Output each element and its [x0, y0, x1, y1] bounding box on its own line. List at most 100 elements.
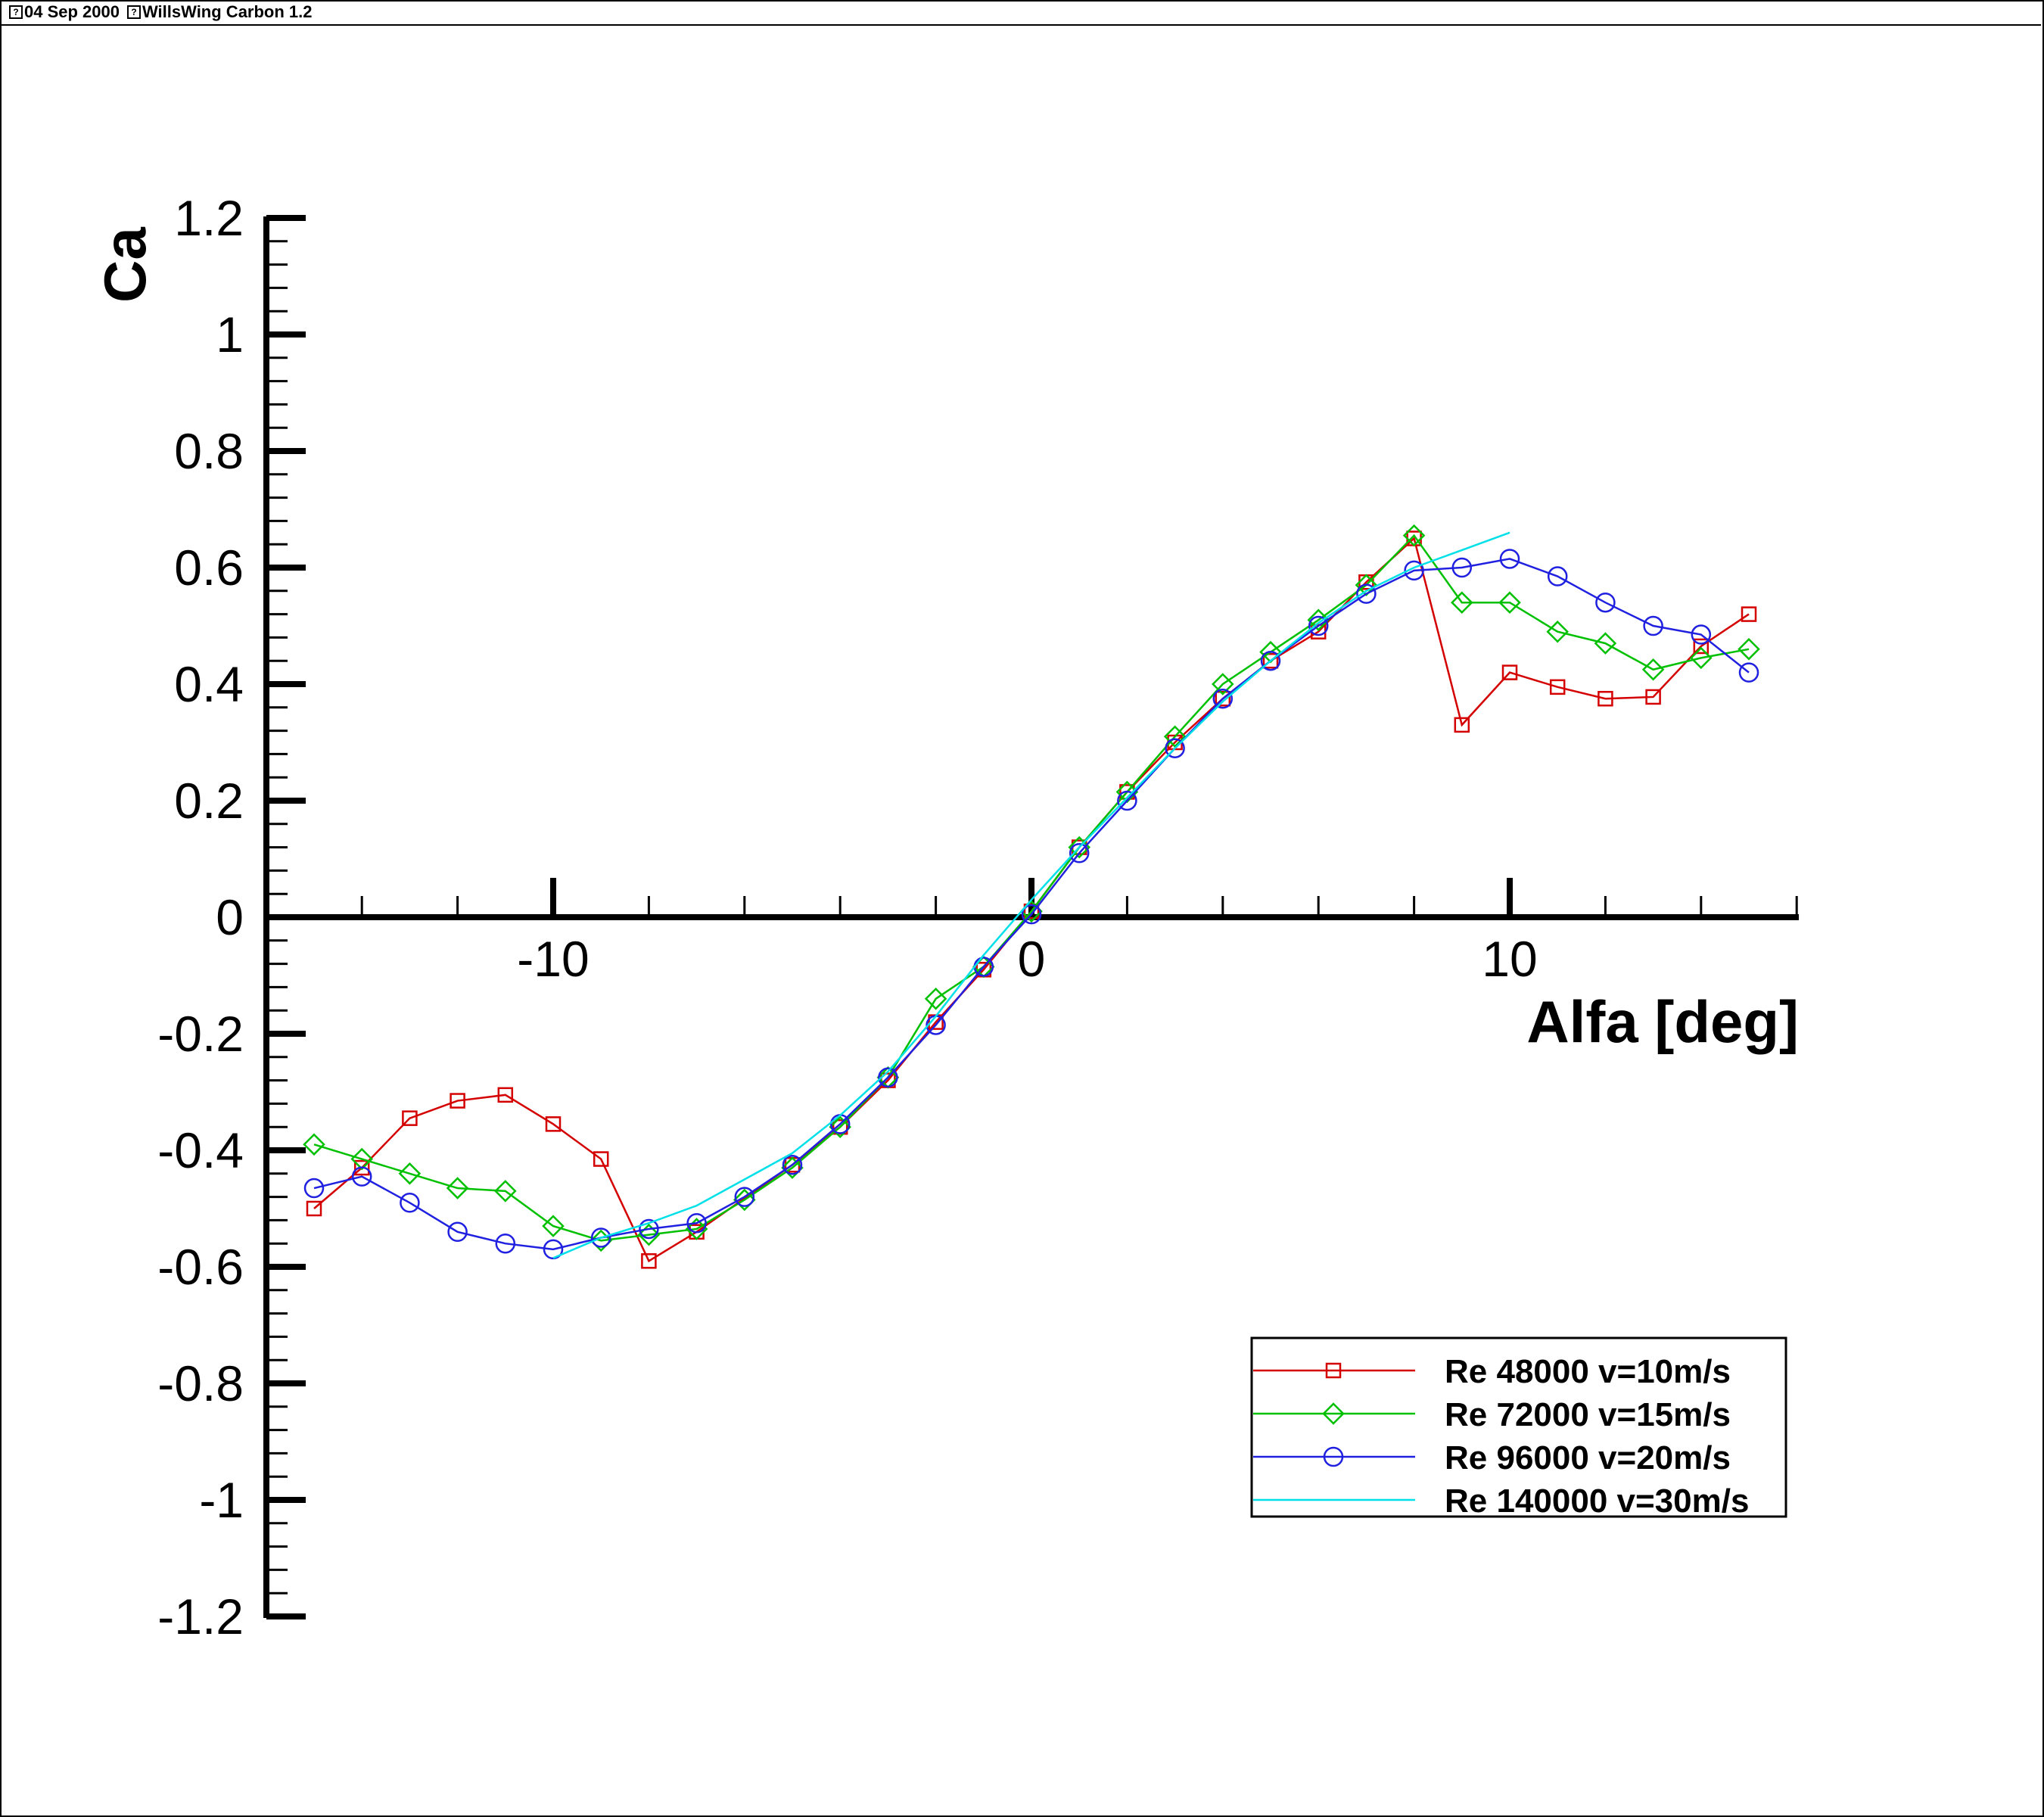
- data-point: [782, 1155, 803, 1175]
- header-date: 04 Sep 2000: [24, 2, 120, 21]
- data-point: [1501, 664, 1518, 680]
- data-point: [1021, 904, 1042, 925]
- data-point: [350, 1147, 373, 1171]
- data-point: [686, 1213, 707, 1234]
- y-tick-label: 0: [216, 889, 244, 945]
- unknown-glyph-icon: ?: [9, 5, 23, 19]
- y-tick-label: 0.2: [174, 773, 244, 829]
- y-tick-label: 1: [216, 306, 244, 362]
- data-point: [1402, 524, 1426, 547]
- legend: Re 48000 v=10m/s Re 72000 v=15m/s Re 96000…: [1250, 1336, 1787, 1520]
- data-point: [351, 1166, 372, 1187]
- data-point: [1215, 691, 1231, 707]
- data-point: [1691, 624, 1712, 645]
- x-tick-label: 10: [1482, 931, 1537, 987]
- data-point: [353, 1159, 370, 1176]
- data-point: [306, 1200, 322, 1217]
- y-tick-label: -1: [199, 1472, 244, 1528]
- y-tick-label: -0.8: [157, 1355, 244, 1411]
- series-line: [552, 531, 1510, 1259]
- y-tick-label: 0.8: [174, 423, 244, 479]
- y-tick-label: 0.6: [174, 540, 244, 596]
- data-point: [1356, 583, 1377, 604]
- header-title-item: ? WillsWing Carbon 1.2: [126, 2, 313, 22]
- data-point: [1595, 592, 1616, 613]
- data-point: [1165, 738, 1185, 758]
- legend-marker: [1322, 1402, 1345, 1425]
- data-point: [543, 1239, 564, 1260]
- data-point: [1404, 560, 1424, 581]
- data-point: [685, 1218, 708, 1240]
- data-point: [1741, 606, 1757, 622]
- data-point: [1693, 638, 1710, 655]
- data-point: [1308, 615, 1329, 636]
- data-point: [734, 1187, 755, 1207]
- data-point: [1451, 591, 1473, 614]
- y-tick-label: 1.2: [174, 190, 244, 246]
- data-point: [303, 1178, 325, 1199]
- legend-label: Re 140000 v=30m/s: [1445, 1483, 1749, 1520]
- legend-entry: Re 48000 v=10m/s: [1253, 1353, 1731, 1390]
- data-point: [590, 1227, 611, 1248]
- data-point: [1499, 549, 1520, 569]
- data-point: [1069, 843, 1090, 863]
- data-point: [1549, 679, 1566, 695]
- data-point: [545, 1116, 562, 1132]
- y-tick-label: -1.2: [157, 1588, 244, 1644]
- x-axis-title: Alfa [deg]: [1526, 988, 1799, 1055]
- data-point: [1738, 638, 1760, 661]
- legend-marker: [1325, 1362, 1342, 1379]
- x-tick-label: -10: [517, 931, 589, 987]
- legend-label: Re 72000 v=15m/s: [1445, 1396, 1731, 1433]
- data-point: [1212, 673, 1234, 695]
- y-tick-label: -0.4: [157, 1122, 244, 1178]
- series-3: [303, 549, 1759, 1260]
- data-point: [1643, 615, 1663, 636]
- data-point: [446, 1177, 469, 1199]
- data-point: [1498, 591, 1521, 614]
- data-point: [924, 988, 947, 1010]
- data-point: [637, 1223, 661, 1246]
- data-point: [1307, 608, 1330, 632]
- data-point: [450, 1093, 465, 1109]
- data-point: [447, 1221, 468, 1243]
- data-point: [303, 1133, 325, 1156]
- data-point: [1645, 689, 1661, 705]
- data-point: [1690, 646, 1713, 670]
- data-point: [494, 1180, 517, 1203]
- data-point: [878, 1067, 898, 1087]
- legend-entry: Re 140000 v=30m/s: [1253, 1483, 1749, 1520]
- data-point: [1738, 662, 1759, 683]
- y-axis-title: Ca: [92, 227, 158, 303]
- data-point: [1641, 658, 1665, 681]
- data-point: [1117, 790, 1137, 811]
- y-tick-label: 0.4: [174, 656, 244, 712]
- data-point: [639, 1218, 659, 1240]
- data-point: [1594, 632, 1617, 655]
- data-point: [1451, 557, 1473, 578]
- axes: -1.2 -1 -0.8 -0.6 -0.4 -0.2 0 0.2 0.4 0.6 0.8 1 1.2 -…: [157, 190, 1799, 1644]
- unknown-glyph-icon: ?: [126, 5, 141, 19]
- data-point: [1260, 650, 1281, 671]
- series-4: [552, 531, 1510, 1259]
- data-point: [1163, 725, 1187, 748]
- legend-label: Re 96000 v=20m/s: [1445, 1439, 1731, 1476]
- data-point: [733, 1188, 756, 1212]
- data-point: [593, 1151, 609, 1167]
- data-point: [1212, 689, 1234, 709]
- legend-marker: [1323, 1446, 1344, 1467]
- data-point: [495, 1233, 516, 1254]
- data-point: [400, 1193, 420, 1213]
- data-point: [1547, 566, 1568, 586]
- data-point: [781, 1156, 804, 1179]
- series-line: [313, 558, 1750, 1251]
- data-point: [829, 1115, 851, 1138]
- legend-entry: Re 96000 v=20m/s: [1253, 1439, 1731, 1476]
- x-tick-label: 0: [1018, 931, 1046, 987]
- header-date-item: ? 04 Sep 2000: [9, 2, 120, 22]
- data-point: [402, 1110, 418, 1126]
- data-point: [1262, 652, 1279, 669]
- data-point: [1068, 835, 1090, 859]
- data-point: [641, 1253, 657, 1269]
- header-title: WillsWing Carbon 1.2: [142, 2, 313, 21]
